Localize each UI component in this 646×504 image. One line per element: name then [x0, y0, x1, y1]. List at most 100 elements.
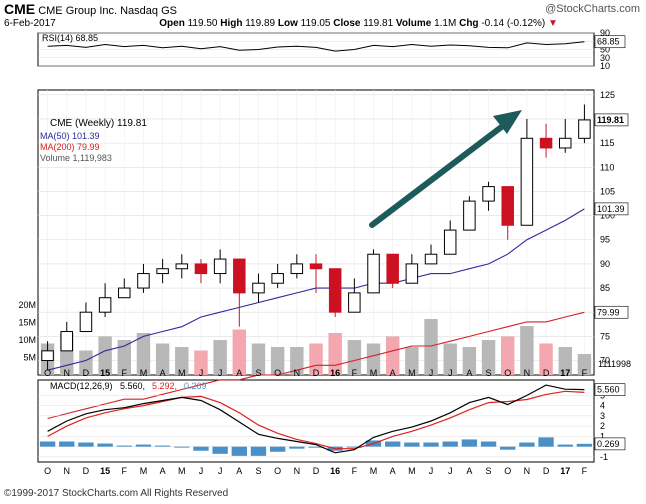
macd-histogram-bar: [308, 446, 324, 448]
price-tick-label: 75: [600, 331, 610, 341]
macd-histogram-bar: [404, 442, 420, 447]
candle-body: [443, 229, 457, 255]
price-x-label: D: [313, 368, 320, 378]
ma50-legend: MA(50) 101.39: [40, 131, 100, 141]
macd-histogram-bar: [97, 443, 113, 447]
macd-histogram-bar: [154, 445, 171, 447]
rsi-tick-label: 50: [600, 45, 610, 55]
volume-bar: [443, 343, 457, 375]
macd-x-label: J: [429, 466, 434, 476]
candle-body: [252, 282, 265, 294]
price-x-label: M: [370, 368, 378, 378]
open-value: 119.50: [187, 18, 218, 29]
rsi-tick-label: 30: [600, 53, 610, 63]
macd-x-label: S: [486, 466, 492, 476]
volume-value: 1.1M: [434, 18, 457, 29]
price-x-label: J: [448, 368, 453, 378]
price-x-label: F: [122, 368, 128, 378]
candle-body: [367, 253, 380, 294]
rsi-line: [47, 41, 585, 52]
volume-legend: Volume 1,119,983: [40, 153, 112, 163]
candle-body: [424, 253, 438, 265]
close-value: 119.81: [363, 18, 394, 29]
volume-bar: [481, 340, 496, 375]
macd-tick-label: 2: [600, 421, 605, 431]
volume-tick-label: 15M: [18, 318, 36, 328]
hist-last: 0.269: [597, 439, 620, 449]
macd-histogram-bar: [423, 442, 439, 447]
date-label: 6-Feb-2017: [4, 18, 56, 29]
macd-x-label: S: [255, 466, 261, 476]
price-x-label: N: [524, 368, 531, 378]
macd-x-label: J: [218, 466, 223, 476]
candle-body: [41, 350, 54, 362]
macd-histogram-bar: [519, 442, 535, 447]
candle-body: [290, 263, 304, 275]
price-x-label: J: [199, 368, 204, 378]
volume-bar: [213, 340, 227, 375]
candle-body: [405, 263, 419, 284]
macd-last-box: [594, 383, 626, 396]
volume-bar: [385, 336, 400, 375]
hist-last-box: [594, 437, 626, 451]
macd-histogram-bar: [538, 437, 554, 447]
macd-histogram-bar: [250, 446, 267, 456]
macd-histogram-bar: [480, 441, 497, 447]
macd-tick-label: 3: [600, 411, 605, 421]
macd-histogram-bar: [576, 443, 593, 447]
volume-bar: [79, 350, 93, 375]
price-x-label: 15: [100, 368, 110, 378]
volume-bar: [347, 340, 362, 375]
volume-tick-label: 5M: [23, 353, 36, 363]
signal-line: [47, 390, 585, 450]
macd-last: 5.560: [597, 385, 620, 395]
candle-body: [309, 263, 323, 270]
macd-histogram-bar: [39, 441, 56, 447]
macd-histogram-bar: [557, 444, 573, 447]
price-tick-label: 100: [600, 211, 615, 221]
candle-body: [213, 258, 227, 275]
volume-bar: [194, 350, 208, 375]
volume-bar: [232, 329, 247, 375]
price-x-label: A: [466, 368, 472, 378]
price-x-label: A: [236, 368, 242, 378]
macd-x-label: D: [83, 466, 90, 476]
macd-histogram-bar: [231, 446, 247, 456]
price-tick-label: 115: [600, 138, 614, 148]
price-tick-label: 90: [600, 259, 610, 269]
price-tick-label: 95: [600, 235, 610, 245]
macd-histogram-bar: [135, 444, 152, 447]
macd-x-label: J: [199, 466, 204, 476]
macd-histogram-bar: [461, 439, 478, 447]
hist-legend-value: 0.269: [184, 381, 207, 391]
macd-x-label: M: [140, 466, 148, 476]
macd-x-label: O: [274, 466, 281, 476]
trend-arrow-shaft: [369, 119, 511, 228]
volume-bar: [462, 347, 477, 375]
chg-value: -0.14 (-0.12%): [481, 18, 546, 29]
down-triangle-icon: ▼: [548, 18, 558, 29]
candle-body: [578, 119, 591, 139]
macd-legend-value: 5.560,: [120, 381, 145, 391]
price-tick-label: 85: [600, 283, 610, 293]
header-line-2: 6-Feb-2017 Open 119.50 High 119.89 Low 1…: [4, 18, 558, 29]
high-label: High: [220, 18, 243, 29]
candle-body: [348, 292, 361, 313]
volume-bar: [270, 347, 285, 375]
rsi-tick-label: 10: [600, 61, 610, 71]
price-x-label: J: [429, 368, 434, 378]
rsi-tick-label: 90: [600, 28, 610, 38]
volume-bar: [577, 354, 592, 375]
macd-x-label: N: [524, 466, 531, 476]
open-label: Open: [159, 18, 185, 29]
macd-histogram-bar: [500, 446, 516, 450]
watermark: @StockCharts.com: [545, 3, 640, 15]
macd-histogram-bar: [269, 446, 286, 452]
macd-x-label: 17: [560, 466, 570, 476]
volume-label: Volume: [395, 18, 432, 29]
price-x-label: 16: [330, 368, 340, 378]
rsi-last-value-box: [594, 35, 626, 49]
header-line-1: CME CME Group Inc. Nasdaq GS: [4, 1, 177, 17]
candle-body: [98, 297, 112, 313]
price-x-label: A: [390, 368, 396, 378]
